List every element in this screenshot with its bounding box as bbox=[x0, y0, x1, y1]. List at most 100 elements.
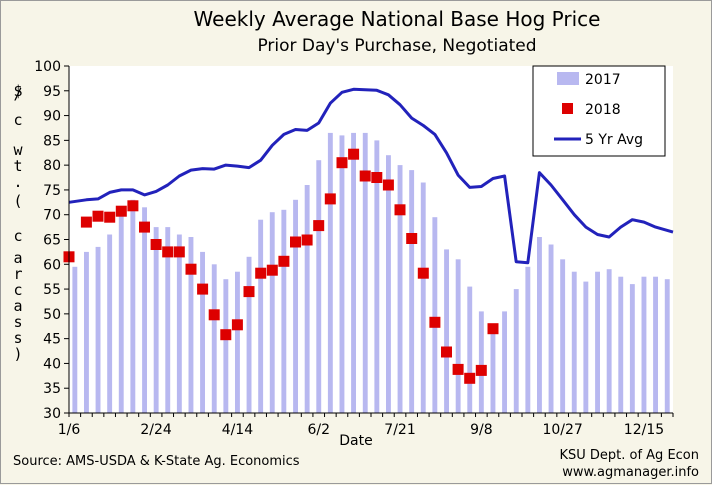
bar-2017 bbox=[444, 249, 449, 413]
bar-2017 bbox=[304, 185, 310, 413]
x-tick-label: 10/27 bbox=[542, 422, 582, 438]
y-label-char: r bbox=[13, 265, 22, 283]
y-label-char: ) bbox=[13, 345, 22, 363]
bar-2017 bbox=[211, 264, 217, 413]
marker-2018 bbox=[231, 319, 243, 331]
source-note: Source: AMS-USDA & K-State Ag. Economics bbox=[13, 454, 300, 469]
y-tick-label: 95 bbox=[43, 84, 61, 100]
chart-title: Weekly Average National Base Hog Price bbox=[194, 7, 601, 31]
bar-2017 bbox=[72, 266, 78, 413]
bar-2017 bbox=[641, 276, 647, 413]
marker-2018 bbox=[92, 210, 104, 222]
marker-2018 bbox=[127, 200, 139, 212]
y-tick-label: 45 bbox=[43, 332, 61, 348]
bar-2017 bbox=[653, 276, 658, 413]
legend-2017-swatch bbox=[557, 72, 579, 85]
y-label-char: s bbox=[13, 313, 22, 331]
marker-2018 bbox=[197, 283, 209, 295]
bar-2017 bbox=[188, 237, 194, 413]
marker-2018 bbox=[382, 179, 394, 191]
marker-2018 bbox=[371, 172, 383, 183]
bar-2017 bbox=[606, 269, 612, 413]
marker-2018 bbox=[80, 216, 92, 228]
y-tick-label: 75 bbox=[43, 183, 61, 199]
bar-2017 bbox=[316, 160, 322, 413]
marker-2018 bbox=[487, 323, 499, 335]
y-label-char: a bbox=[13, 249, 22, 267]
bar-2017 bbox=[269, 212, 275, 413]
marker-2018 bbox=[185, 263, 197, 275]
bar-2017 bbox=[513, 289, 519, 413]
bar-2017 bbox=[142, 207, 147, 413]
x-tick-label: 1/6 bbox=[58, 422, 81, 438]
bar-2017 bbox=[95, 246, 101, 413]
marker-2018 bbox=[266, 264, 278, 276]
bar-2017 bbox=[455, 259, 461, 413]
bar-2017 bbox=[490, 326, 496, 414]
bar-2017 bbox=[548, 244, 554, 413]
marker-2018 bbox=[162, 246, 174, 258]
y-label-char: w bbox=[13, 141, 23, 159]
marker-2018 bbox=[278, 255, 290, 267]
bar-2017 bbox=[235, 271, 240, 413]
bar-2017 bbox=[397, 165, 403, 413]
y-label-char: c bbox=[13, 227, 22, 245]
bar-2017 bbox=[327, 132, 333, 413]
bar-2017 bbox=[560, 259, 566, 413]
x-tick-label: 12/15 bbox=[624, 422, 664, 438]
marker-2018 bbox=[452, 363, 464, 375]
x-tick-label: 4/14 bbox=[222, 422, 254, 438]
marker-2018 bbox=[139, 221, 150, 233]
y-tick-label: 65 bbox=[43, 233, 61, 249]
marker-2018 bbox=[464, 372, 476, 384]
bar-2017 bbox=[107, 234, 113, 413]
bar-2017 bbox=[583, 281, 589, 413]
y-label-char: $ bbox=[13, 82, 22, 100]
y-tick-label: 55 bbox=[43, 282, 61, 298]
legend-2018-marker bbox=[562, 103, 573, 114]
marker-2018 bbox=[220, 329, 232, 341]
legend-2017-label: 2017 bbox=[585, 72, 621, 88]
bar-2017 bbox=[502, 311, 507, 413]
x-tick-label: 6/2 bbox=[307, 422, 330, 438]
bar-2017 bbox=[165, 227, 171, 413]
bar-2017 bbox=[130, 199, 136, 413]
y-label-char: c bbox=[13, 111, 22, 129]
y-tick-label: 35 bbox=[43, 381, 61, 397]
bar-2017 bbox=[432, 217, 438, 413]
y-label-char: ( bbox=[13, 192, 22, 210]
y-label-char: a bbox=[13, 297, 22, 315]
marker-2018 bbox=[104, 211, 116, 223]
y-tick-label: 30 bbox=[43, 406, 61, 422]
x-tick-label: 7/21 bbox=[384, 422, 415, 438]
marker-2018 bbox=[301, 234, 313, 246]
y-label-char: c bbox=[13, 281, 22, 299]
marker-2018 bbox=[290, 236, 301, 248]
marker-2018 bbox=[394, 204, 406, 216]
credit-dept: KSU Dept. of Ag Econ bbox=[559, 448, 699, 463]
marker-2018 bbox=[348, 148, 360, 160]
bar-2017 bbox=[525, 266, 531, 413]
marker-2018 bbox=[324, 193, 336, 205]
line-5yr-avg bbox=[68, 87, 674, 265]
y-label-char: s bbox=[13, 329, 22, 347]
bar-2017 bbox=[246, 256, 252, 413]
marker-2018 bbox=[150, 239, 162, 250]
bar-2017 bbox=[293, 199, 298, 413]
marker-2018 bbox=[406, 233, 418, 244]
bar-2017 bbox=[467, 286, 473, 413]
bar-2017 bbox=[618, 276, 624, 413]
marker-2018 bbox=[255, 267, 267, 279]
marker-2018 bbox=[115, 205, 127, 217]
bar-2017 bbox=[374, 140, 380, 413]
bar-2017 bbox=[478, 311, 484, 413]
bar-2017 bbox=[153, 227, 159, 413]
marker-2018 bbox=[208, 309, 220, 321]
marker-2018 bbox=[429, 316, 441, 328]
bar-2017 bbox=[409, 170, 415, 413]
legend-5yr-label: 5 Yr Avg bbox=[585, 132, 643, 148]
x-tick-label: 2/24 bbox=[140, 422, 172, 438]
chart-subtitle: Prior Day's Purchase, Negotiated bbox=[257, 36, 536, 56]
